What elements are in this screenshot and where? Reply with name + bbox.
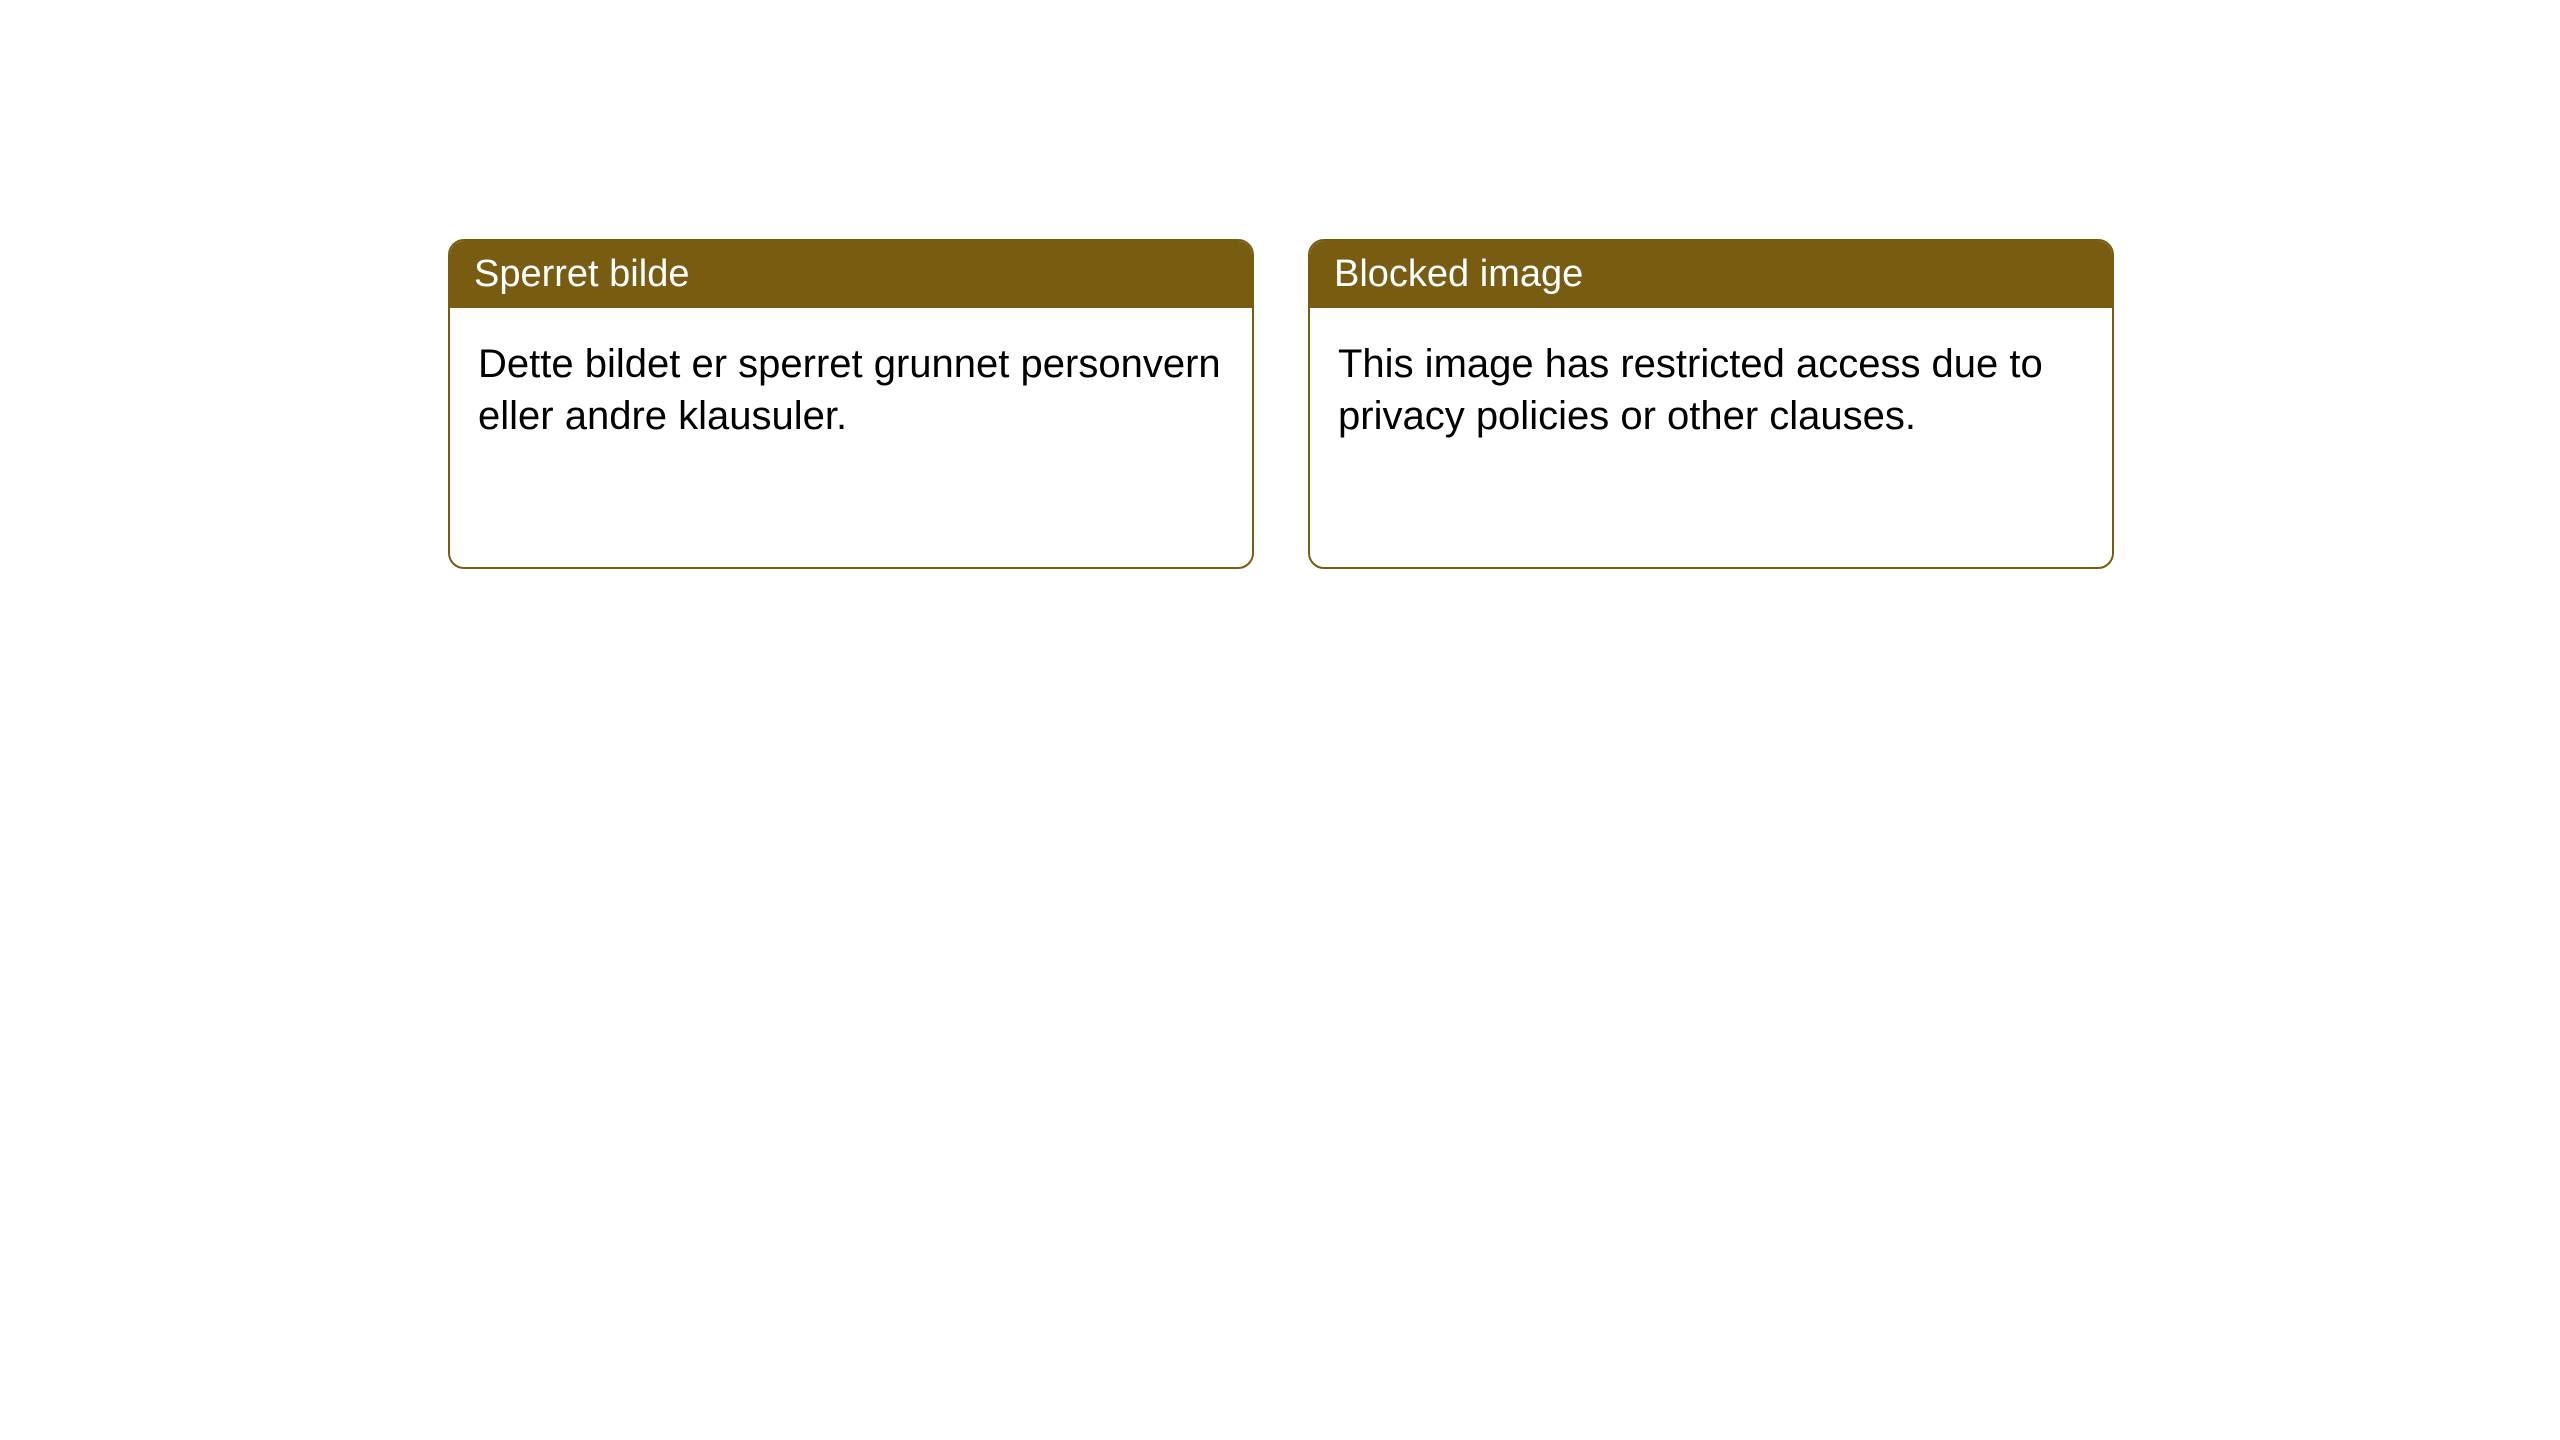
notice-container: Sperret bilde Dette bildet er sperret gr…: [0, 0, 2560, 569]
notice-card-body: This image has restricted access due to …: [1310, 308, 2112, 472]
notice-card-body: Dette bildet er sperret grunnet personve…: [450, 308, 1252, 472]
notice-card-title: Blocked image: [1310, 241, 2112, 308]
notice-card-norwegian: Sperret bilde Dette bildet er sperret gr…: [448, 239, 1254, 569]
notice-card-english: Blocked image This image has restricted …: [1308, 239, 2114, 569]
notice-card-title: Sperret bilde: [450, 241, 1252, 308]
